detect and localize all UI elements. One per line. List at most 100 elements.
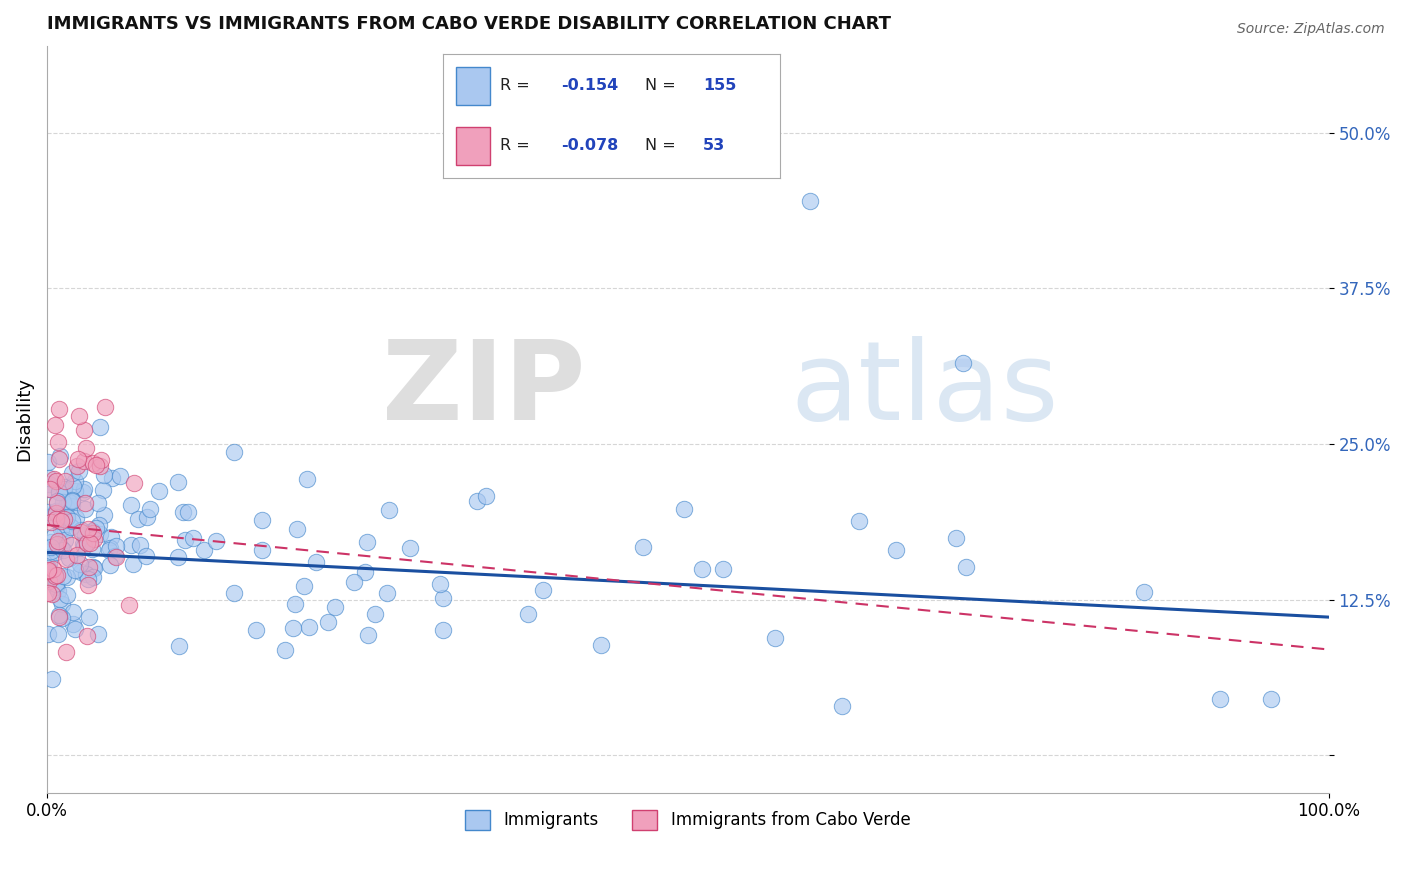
Point <box>62 616 84 631</box>
Point <box>222 445 245 459</box>
Point <box>77 610 100 624</box>
Point <box>70 524 93 538</box>
Point <box>75 567 97 582</box>
Point <box>38 482 60 496</box>
Point <box>87 627 110 641</box>
Point <box>193 543 215 558</box>
Point <box>118 598 141 612</box>
Point <box>94 400 117 414</box>
Point <box>89 420 111 434</box>
Point <box>281 621 304 635</box>
Point <box>105 550 128 565</box>
Point <box>79 535 101 549</box>
Point <box>285 522 308 536</box>
Point <box>82 542 104 557</box>
Point <box>305 555 328 569</box>
Point <box>45 475 67 489</box>
Point <box>127 512 149 526</box>
Point <box>63 475 86 489</box>
Point <box>63 622 86 636</box>
Point <box>73 423 96 437</box>
Point <box>65 484 87 499</box>
Point <box>72 454 94 468</box>
Point <box>89 458 111 473</box>
Point <box>432 591 454 606</box>
Point <box>62 500 84 514</box>
Point <box>45 545 67 559</box>
Point <box>356 628 378 642</box>
Point <box>52 523 75 537</box>
Point <box>37 455 59 469</box>
Point <box>49 515 72 529</box>
Point <box>292 579 315 593</box>
Point <box>952 356 974 370</box>
Point <box>84 521 107 535</box>
Point <box>167 550 190 565</box>
Point <box>48 401 70 416</box>
Point <box>53 533 76 547</box>
Point <box>172 504 194 518</box>
Point <box>77 560 100 574</box>
Point <box>49 522 72 536</box>
Point <box>531 582 554 597</box>
Point <box>45 506 67 520</box>
Point <box>76 629 98 643</box>
Point <box>429 577 451 591</box>
Point <box>55 508 77 522</box>
Point <box>318 615 340 629</box>
Point <box>60 492 83 507</box>
Text: -0.154: -0.154 <box>561 78 619 94</box>
Point <box>41 509 63 524</box>
Point <box>44 567 66 582</box>
Point <box>77 522 100 536</box>
Point <box>67 409 90 423</box>
Point <box>37 505 59 519</box>
Point <box>53 512 76 526</box>
Point <box>250 543 273 558</box>
Point <box>848 514 870 528</box>
Point <box>886 543 908 558</box>
Point <box>58 551 80 566</box>
Point <box>690 562 713 576</box>
Point <box>432 624 454 638</box>
Point <box>82 456 104 470</box>
Point <box>53 524 76 539</box>
Point <box>38 471 60 485</box>
Point <box>41 515 63 529</box>
Point <box>284 598 307 612</box>
Point <box>38 477 60 491</box>
Point <box>136 510 159 524</box>
Text: ZIP: ZIP <box>382 335 585 442</box>
Point <box>42 472 65 486</box>
Point <box>356 534 378 549</box>
Point <box>44 418 66 433</box>
Point <box>77 572 100 586</box>
Point <box>135 549 157 563</box>
Point <box>37 565 59 579</box>
Text: IMMIGRANTS VS IMMIGRANTS FROM CABO VERDE DISABILITY CORRELATION CHART: IMMIGRANTS VS IMMIGRANTS FROM CABO VERDE… <box>46 15 891 33</box>
Point <box>98 542 121 557</box>
Point <box>48 609 70 624</box>
Text: N =: N = <box>645 78 682 94</box>
Point <box>46 434 69 449</box>
Point <box>46 533 69 548</box>
Point <box>51 543 73 558</box>
Point <box>46 496 69 510</box>
Text: atlas: atlas <box>790 335 1059 442</box>
Point <box>41 672 63 686</box>
Point <box>342 574 364 589</box>
Point <box>1260 692 1282 706</box>
Y-axis label: Disability: Disability <box>15 377 32 461</box>
Point <box>75 441 97 455</box>
Point <box>252 513 274 527</box>
Point <box>63 563 86 577</box>
Point <box>49 512 72 526</box>
Point <box>51 597 73 611</box>
Point <box>167 640 190 654</box>
Point <box>98 541 121 555</box>
Point <box>82 560 104 574</box>
Text: N =: N = <box>645 138 682 153</box>
Point <box>39 543 62 558</box>
Point <box>45 567 67 582</box>
Point <box>711 562 734 576</box>
